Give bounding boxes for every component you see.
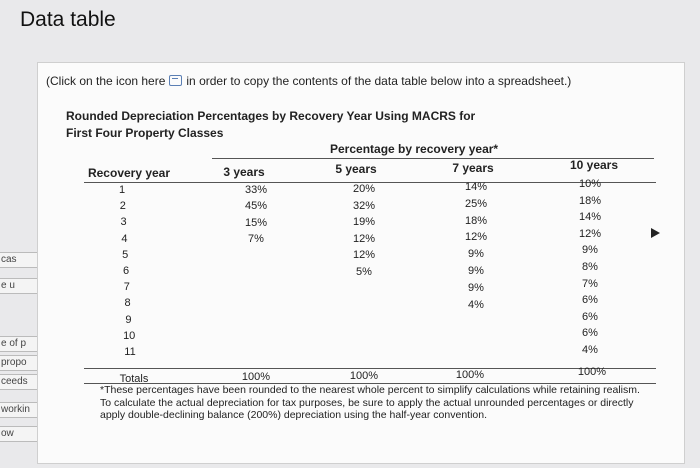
- percentage-cell: 14%: [578, 211, 602, 224]
- data-table-panel: [37, 62, 685, 464]
- recovery-year-cell: 1: [118, 184, 126, 196]
- percentage-cell: 4%: [468, 298, 484, 311]
- percentage-cell: 25%: [464, 197, 488, 210]
- percentage-cell: 15%: [244, 216, 268, 229]
- total-10-years: 100%: [577, 366, 607, 378]
- mouse-cursor-icon: [651, 228, 660, 238]
- group-header: Percentage by recovery year*: [330, 142, 499, 156]
- recovery-year-cell: 11: [124, 346, 136, 358]
- totals-rule: [84, 368, 656, 369]
- percentage-cell: 12%: [352, 232, 376, 245]
- percentage-cell: 5%: [356, 265, 372, 278]
- percentage-cell: 18%: [464, 214, 488, 227]
- percentage-cell: 45%: [244, 200, 268, 213]
- dialog-title: Data table: [20, 8, 116, 31]
- background-tab: cas: [0, 252, 38, 268]
- percentage-cell: 6%: [582, 294, 598, 307]
- percentage-cell: 18%: [578, 194, 602, 207]
- col-header-5-years: 5 years: [335, 162, 377, 176]
- percentage-cell: 8%: [582, 261, 598, 273]
- percentage-cell: 19%: [352, 216, 376, 228]
- copy-icon[interactable]: [169, 75, 183, 86]
- percentage-cell: 7%: [248, 232, 264, 245]
- background-tab: ceeds: [0, 374, 38, 390]
- percentage-cell: 12%: [578, 227, 602, 240]
- header-rule-bottom: [84, 182, 656, 183]
- background-tab: ow: [0, 426, 38, 442]
- copy-instructions: (Click on the icon here in order to copy …: [46, 74, 571, 88]
- recovery-year-cell: 3: [120, 216, 127, 229]
- table-title-line1: Rounded Depreciation Percentages by Reco…: [66, 109, 476, 123]
- percentage-cell: 4%: [582, 344, 598, 356]
- percentage-cell: 32%: [352, 199, 376, 212]
- total-3-years: 100%: [241, 371, 271, 383]
- footnote: *These percentages have been rounded to …: [100, 384, 640, 421]
- percentage-cell: 14%: [464, 181, 488, 193]
- percentage-cell: 6%: [582, 327, 598, 340]
- footer-rule: [84, 383, 656, 384]
- percentage-cell: 9%: [468, 265, 484, 277]
- recovery-year-cell: 4: [121, 232, 128, 245]
- recovery-year-cell: 10: [123, 329, 136, 342]
- recovery-year-cell: 6: [122, 265, 130, 277]
- col-header-3-years: 3 years: [223, 165, 265, 179]
- background-tab: propo: [0, 355, 38, 371]
- percentage-cell: 33%: [244, 184, 268, 196]
- col-header-7-years: 7 years: [452, 161, 494, 175]
- percentage-cell: 9%: [582, 244, 598, 257]
- percentage-cell: 7%: [582, 277, 598, 290]
- col-header-recovery-year: Recovery year: [87, 166, 171, 180]
- recovery-year-cell: 7: [123, 281, 130, 294]
- total-5-years: 100%: [349, 370, 379, 382]
- background-tab: e of p: [0, 336, 38, 352]
- instructions-suffix: in order to copy the contents of the dat…: [186, 74, 572, 88]
- header-rule-top: [212, 158, 654, 159]
- total-7-years: 100%: [455, 369, 485, 381]
- percentage-cell: 10%: [578, 178, 602, 190]
- percentage-cell: 12%: [464, 231, 488, 244]
- background-tab: e u: [0, 278, 38, 294]
- percentage-cell: 6%: [582, 310, 598, 323]
- percentage-cell: 9%: [468, 281, 484, 294]
- totals-label: Totals: [119, 373, 149, 385]
- table-title-line2: First Four Property Classes: [66, 126, 224, 140]
- percentage-cell: 9%: [468, 248, 484, 261]
- percentage-cell: 12%: [352, 249, 376, 261]
- recovery-year-cell: 8: [124, 297, 131, 310]
- instructions-prefix: (Click on the icon here: [46, 74, 166, 88]
- background-tab: workin: [0, 402, 38, 418]
- recovery-year-cell: 2: [119, 200, 126, 213]
- recovery-year-cell: 5: [122, 248, 129, 261]
- percentage-cell: 20%: [352, 183, 376, 195]
- recovery-year-cell: 9: [125, 313, 132, 326]
- col-header-10-years: 10 years: [569, 158, 619, 172]
- table-title: Rounded Depreciation Percentages by Reco…: [66, 108, 475, 142]
